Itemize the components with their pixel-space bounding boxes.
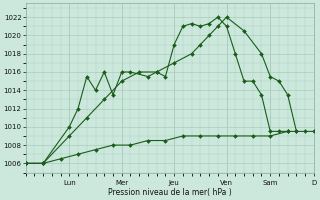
X-axis label: Pression niveau de la mer( hPa ): Pression niveau de la mer( hPa ) [108, 188, 232, 197]
